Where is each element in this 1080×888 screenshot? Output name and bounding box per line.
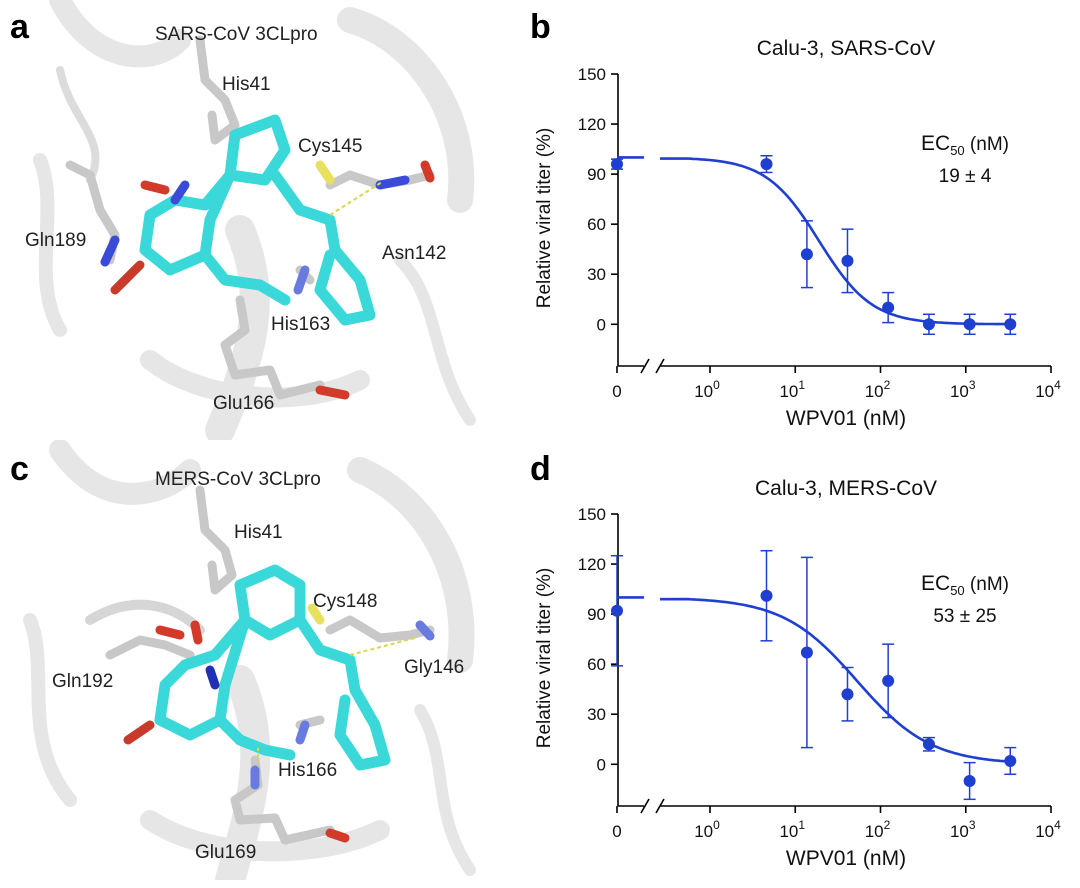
ec50-label: EC50 (nM) <box>921 132 1009 158</box>
residue-label: Gln189 <box>25 230 86 251</box>
protein-ribbon <box>23 440 476 880</box>
structure-title: MERS-CoV 3CLpro <box>155 469 321 490</box>
protein-ribbon <box>33 0 476 440</box>
data-point <box>800 646 813 659</box>
ec50-value: 53 ± 25 <box>933 606 996 627</box>
heteroatoms <box>100 160 435 400</box>
chart-title: Calu-3, MERS-CoV <box>755 477 937 500</box>
x-tick-label: 100 <box>694 378 720 401</box>
panel-letter-c: c <box>10 450 29 488</box>
y-tick-label: 30 <box>587 705 606 724</box>
ec50-value: 19 ± 4 <box>939 166 992 187</box>
data-point <box>841 254 854 267</box>
heteroatoms <box>123 603 435 843</box>
x-tick-label: 102 <box>865 818 891 841</box>
y-tick-label: 90 <box>587 165 606 184</box>
x-axis-break <box>640 798 650 814</box>
x-tick-label: 0 <box>612 822 621 841</box>
y-tick-label: 30 <box>587 265 606 284</box>
x-tick-label: 104 <box>1035 818 1061 841</box>
data-point <box>800 248 813 261</box>
residue-label: His41 <box>234 522 283 543</box>
y-tick-label: 90 <box>587 605 606 624</box>
ec50-label: EC50 (nM) <box>921 572 1009 598</box>
x-tick-label: 103 <box>950 378 976 401</box>
data-point <box>963 774 976 787</box>
data-point <box>963 318 976 331</box>
x-axis-break <box>655 798 665 814</box>
data-point <box>841 688 854 701</box>
x-axis-break <box>640 358 650 374</box>
y-axis-label: Relative viral titer (%) <box>534 568 555 749</box>
structure-panel-a: SARS-CoV 3CLpro His41 Cys145 Gln189 Asn1… <box>25 0 476 440</box>
data-point <box>1004 754 1017 767</box>
data-point <box>611 158 623 171</box>
structure-panel-c: MERS-CoV 3CLpro His41 Cys148 Gln192 Gly1… <box>23 440 476 880</box>
y-tick-label: 0 <box>597 315 606 334</box>
chart-mers-cov: Calu-3, MERS-CoV 0 30 60 90 120 150 Relative vi… <box>534 477 1061 870</box>
x-tick-label: 104 <box>1035 378 1061 401</box>
residue-label: Gln192 <box>52 671 113 692</box>
residue-label: Asn142 <box>382 243 446 264</box>
ligand-sticks <box>154 564 391 771</box>
x-axis-label: WPV01 (nM) <box>786 847 906 870</box>
y-tick-label: 150 <box>578 65 606 84</box>
residue-label: His163 <box>271 314 330 335</box>
residue-label: His41 <box>222 74 271 95</box>
data-point <box>611 604 623 617</box>
x-tick-label: 0 <box>612 382 621 401</box>
x-tick-label: 101 <box>779 378 805 401</box>
panel-letter-a: a <box>10 8 29 46</box>
structure-title: SARS-CoV 3CLpro <box>155 24 318 45</box>
data-point <box>760 589 773 602</box>
y-tick-label: 0 <box>597 755 606 774</box>
data-point <box>1004 318 1017 331</box>
residue-label: Glu169 <box>195 842 256 863</box>
y-tick-label: 60 <box>587 655 606 674</box>
residue-label: Cys148 <box>313 591 377 612</box>
y-tick-label: 120 <box>578 555 606 574</box>
data-point <box>882 674 895 687</box>
panel-letter-b: b <box>530 8 551 46</box>
data-point <box>922 738 935 751</box>
residue-label: His166 <box>278 760 337 781</box>
panel-letter-d: d <box>530 450 551 488</box>
chart-sars-cov: Calu-3, SARS-CoV 0 30 60 90 120 150 Relative vi… <box>534 37 1061 430</box>
y-tick-label: 150 <box>578 505 606 524</box>
y-tick-label: 120 <box>578 115 606 134</box>
hydrogen-bond <box>329 181 383 216</box>
residue-label: Glu166 <box>213 393 274 414</box>
x-axis-label: WPV01 (nM) <box>786 407 906 430</box>
chart-title: Calu-3, SARS-CoV <box>757 37 936 60</box>
x-tick-label: 102 <box>865 378 891 401</box>
x-axis-break <box>655 358 665 374</box>
residue-label: Gly146 <box>404 657 464 678</box>
x-tick-label: 100 <box>694 818 720 841</box>
x-tick-label: 103 <box>950 818 976 841</box>
residue-label: Cys145 <box>298 136 362 157</box>
ligand-sticks <box>139 114 376 326</box>
data-point <box>760 158 773 171</box>
data-point <box>922 318 935 331</box>
data-point <box>882 301 895 314</box>
y-tick-label: 60 <box>587 215 606 234</box>
y-axis-label: Relative viral titer (%) <box>534 128 555 309</box>
x-tick-label: 101 <box>779 818 805 841</box>
